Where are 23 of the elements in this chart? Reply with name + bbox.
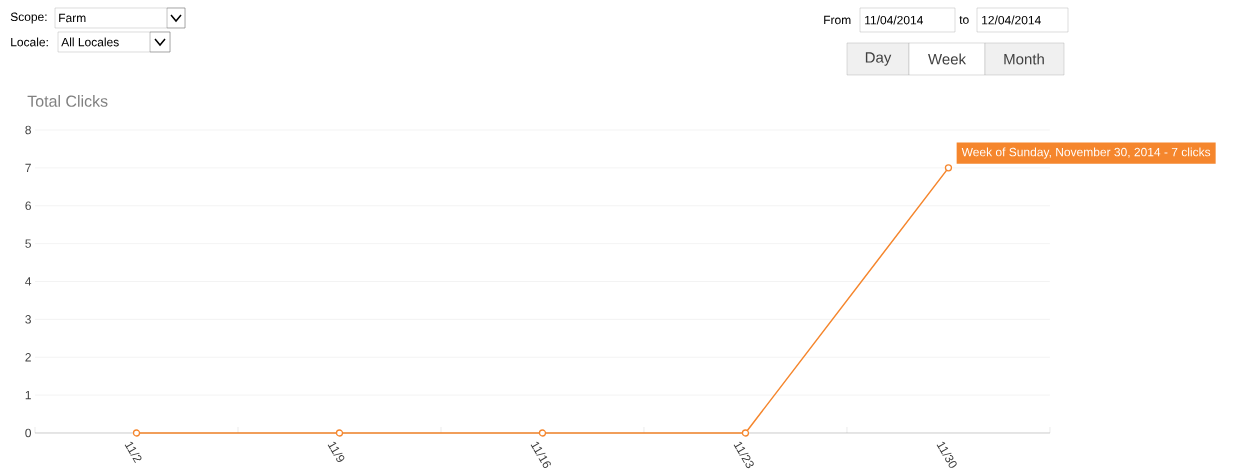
y-tick-label: 7 — [25, 163, 31, 172]
text: Day — [865, 52, 892, 66]
y-tick-label: 1 — [25, 390, 31, 400]
y-tick-label: 8 — [25, 125, 31, 135]
y-tick-label: 2 — [25, 353, 31, 362]
text: 12/04/2014 — [982, 15, 1041, 25]
annotation: Week of Sunday, November 30, 2014 - 7 clicks — [961, 147, 1211, 159]
x-tick-label: 11/9 — [327, 441, 345, 462]
y-tick-label: 6 — [25, 201, 31, 210]
text: Scope: — [10, 12, 47, 24]
text: Locale: — [11, 37, 48, 47]
y-tick-label: 4 — [25, 277, 32, 286]
chart-title: Total Clicks — [27, 95, 108, 107]
text: 11/04/2014 — [865, 15, 924, 25]
y-tick-label: 3 — [25, 315, 31, 324]
text: Week — [928, 53, 967, 65]
text: From — [824, 15, 851, 25]
text: to — [959, 16, 969, 24]
y-tick-label: 5 — [25, 239, 31, 248]
text: All Locales — [61, 37, 119, 47]
text: Month — [1004, 53, 1044, 65]
y-tick-label: 0 — [25, 428, 32, 438]
text: Farm — [59, 13, 86, 23]
